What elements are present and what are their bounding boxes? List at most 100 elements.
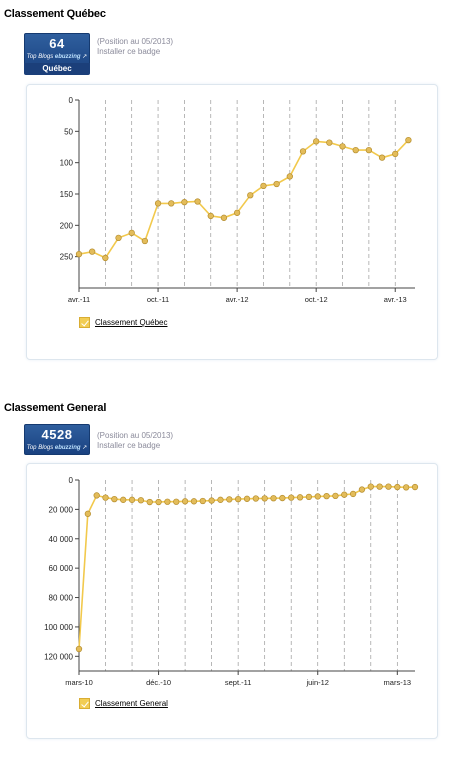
y-tick-label: 0: [69, 476, 74, 485]
data-point: [128, 229, 135, 237]
badge-brand: Top Blogs ebuzzing ↗: [26, 445, 88, 451]
data-point: [208, 497, 215, 504]
data-point: [261, 495, 268, 502]
data-point: [288, 494, 295, 501]
data-point: [394, 483, 401, 491]
data-point: [84, 510, 91, 517]
x-tick-label: mars-10: [65, 678, 93, 687]
share-icon: ↗: [82, 445, 88, 451]
share-icon: ↗: [82, 54, 88, 60]
data-point: [89, 248, 96, 255]
data-point: [194, 198, 201, 205]
badge-rank: 64: [49, 36, 65, 51]
legend-general[interactable]: Classement General: [79, 698, 168, 709]
x-tick-label: oct.-11: [147, 295, 169, 304]
data-point: [146, 498, 153, 506]
data-point: [247, 192, 254, 199]
badge-brand: Top Blogs ebuzzing ↗: [26, 54, 88, 60]
badge-note-general: (Position au 05/2013) Installer ce badge: [97, 431, 174, 450]
y-tick-label: 0: [69, 96, 74, 105]
data-point: [190, 498, 198, 505]
y-tick-label: 120 000: [44, 652, 73, 661]
data-point: [279, 494, 286, 502]
y-tick-label: 200: [60, 221, 74, 230]
data-point: [154, 200, 162, 207]
data-point: [299, 148, 307, 155]
data-point: [367, 483, 374, 490]
data-point: [352, 146, 359, 154]
x-tick-label: avr.-11: [68, 295, 90, 304]
x-tick-label: sept.-11: [225, 678, 252, 687]
x-tick-label: oct.-12: [305, 295, 328, 304]
chart-panel-quebec: 0 50 100 150 200 250 avr.-11 oct.-11 avr.-12 oct.…: [26, 84, 438, 360]
series-line: [78, 139, 409, 259]
data-point: [252, 495, 259, 502]
y-tick-label: 250: [60, 253, 74, 262]
data-point: [314, 493, 321, 500]
legend-check-icon[interactable]: [79, 317, 90, 328]
data-point: [181, 498, 189, 505]
data-point: [411, 483, 419, 491]
data-point: [341, 491, 348, 498]
y-tick-label: 150: [60, 190, 74, 199]
data-point: [155, 498, 162, 506]
ebuzzing-badge-general[interactable]: 4528 Top Blogs ebuzzing ↗: [24, 424, 90, 455]
chart-panel-general: 0 20 000 40 000 60 000 80 000 100 000 120 000 m…: [26, 463, 438, 739]
data-point: [93, 492, 100, 499]
badge-tab-quebec: Québec: [24, 63, 90, 75]
data-point: [378, 154, 386, 161]
data-point: [226, 496, 233, 503]
data-point: [75, 645, 83, 653]
data-point: [326, 139, 333, 146]
x-tick-label: avr.-12: [226, 295, 249, 304]
data-point: [286, 173, 293, 180]
data-point: [365, 146, 373, 154]
data-point: [120, 496, 127, 503]
data-point: [305, 493, 313, 501]
data-point: [75, 251, 83, 258]
data-point: [164, 498, 171, 505]
data-point: [403, 484, 410, 491]
data-point: [115, 234, 122, 242]
data-point: [385, 483, 392, 490]
data-point: [168, 200, 175, 207]
data-point: [270, 495, 277, 502]
x-tick-label: juin-12: [305, 678, 329, 687]
data-point: [392, 150, 399, 158]
y-tick-label: 100 000: [44, 623, 73, 632]
data-point: [243, 495, 251, 502]
data-point: [141, 237, 149, 245]
x-tick-label: avr.-13: [384, 295, 407, 304]
data-point: [313, 138, 320, 145]
data-point: [296, 494, 304, 501]
data-point: [376, 483, 383, 490]
install-badge-link[interactable]: Installer ce badge: [97, 441, 161, 450]
data-point: [273, 180, 280, 188]
badge-note-quebec: (Position au 05/2013) Installer ce badge: [97, 37, 174, 56]
legend-quebec[interactable]: Classement Québec: [79, 317, 167, 328]
x-tick-label: déc.-10: [146, 678, 171, 687]
data-point: [173, 498, 180, 505]
data-point: [349, 490, 357, 498]
line-chart-quebec: 0 50 100 150 200 250 avr.-11 oct.-11 avr.-12 oct.…: [60, 96, 415, 304]
data-point: [199, 497, 206, 505]
y-tick-label: 40 000: [49, 535, 74, 544]
y-tick-label: 50: [64, 127, 73, 136]
install-badge-link[interactable]: Installer ce badge: [97, 47, 161, 56]
data-point: [207, 212, 214, 220]
series-line: [78, 485, 416, 650]
data-point: [220, 214, 228, 221]
data-point: [358, 486, 366, 493]
data-point: [332, 492, 339, 500]
data-point: [233, 209, 241, 216]
line-chart-general: 0 20 000 40 000 60 000 80 000 100 000 120 000 m…: [44, 476, 419, 687]
badge-rank: 4528: [41, 427, 73, 442]
x-tick-label: mars-13: [384, 678, 412, 687]
data-point: [235, 495, 242, 503]
legend-check-icon[interactable]: [79, 698, 90, 709]
y-tick-label: 60 000: [49, 564, 74, 573]
data-point: [181, 198, 188, 206]
y-tick-label: 20 000: [49, 505, 74, 514]
data-point: [128, 496, 136, 503]
data-point: [217, 496, 224, 503]
